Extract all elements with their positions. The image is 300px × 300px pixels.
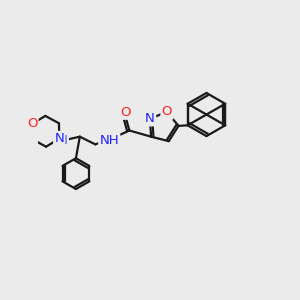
Text: N: N [58, 134, 68, 147]
Text: O: O [27, 117, 38, 130]
Text: N: N [145, 112, 155, 125]
Text: N: N [54, 132, 64, 145]
Text: O: O [162, 105, 172, 119]
Text: NH: NH [99, 134, 119, 147]
Text: O: O [120, 106, 131, 118]
